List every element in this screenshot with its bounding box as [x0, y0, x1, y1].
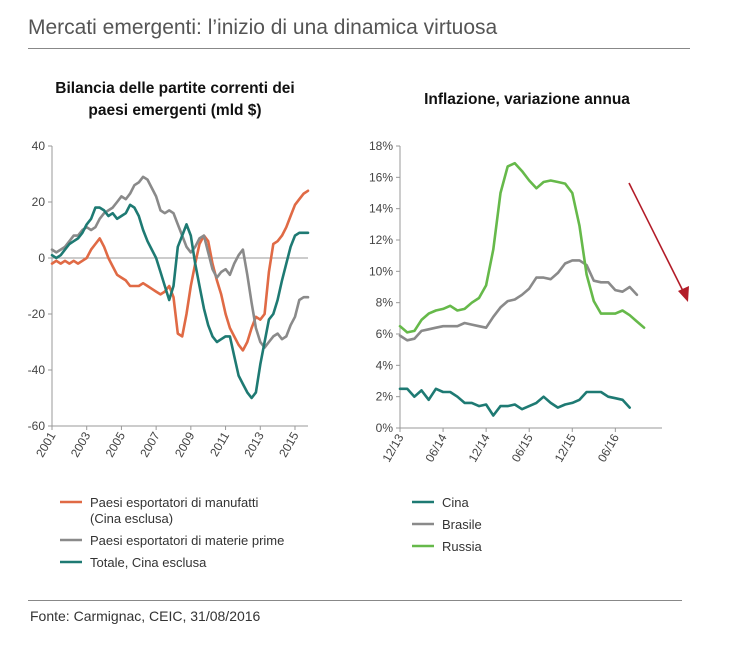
header-rule [28, 48, 690, 49]
chart1-series-3-line [50, 203, 310, 400]
chart2-xtick-label: 06/16 [595, 431, 622, 464]
chart1-legend-label-line2: (Cina esclusa) [90, 511, 173, 526]
chart1-xtick-label: 2013 [241, 429, 267, 459]
chart2-ytick-label: 18% [369, 139, 393, 153]
chart1-title-line1: Bilancia delle partite correnti dei [55, 80, 294, 97]
chart1-series-1-line [50, 189, 310, 352]
chart2-xtick-label: 12/14 [466, 431, 493, 464]
chart2-ytick-label: 6% [376, 327, 394, 341]
chart2-ytick-label: 4% [376, 358, 394, 372]
chart2-legend-label: Russia [442, 539, 483, 554]
chart2-series-3-line [398, 161, 646, 334]
chart2-trend-arrow-head [678, 286, 689, 302]
chart1-xtick-label: 2011 [207, 429, 232, 459]
chart1-legend-label: Paesi esportatori di manufatti [90, 495, 258, 510]
chart1-xtick-label: 2003 [68, 429, 94, 459]
chart2-series-2-line [398, 259, 639, 342]
chart1-ytick-label: -40 [28, 363, 46, 377]
chart1-title-line2: paesi emergenti (mld $) [88, 102, 261, 119]
chart1-ytick-label: -20 [28, 307, 46, 321]
chart1-ytick-label: 20 [32, 195, 46, 209]
chart1-legend-label: Totale, Cina esclusa [90, 555, 207, 570]
chart1-xtick-label: 2005 [103, 429, 129, 459]
chart2-ytick-label: 16% [369, 170, 393, 184]
chart2-ytick-label: 8% [376, 296, 394, 310]
chart1-ytick-label: 40 [32, 139, 46, 153]
chart1-series-2-line [50, 175, 310, 349]
chart2-xtick-label: 06/14 [423, 431, 450, 464]
chart2-legend-label: Brasile [442, 517, 482, 532]
chart2-legend-label: Cina [442, 495, 470, 510]
chart1-ytick-label: 0 [38, 251, 45, 265]
chart2-ytick-label: 12% [369, 233, 393, 247]
chart2-xtick-label: 12/15 [552, 431, 579, 464]
chart1-xtick-label: 2001 [33, 429, 59, 459]
chart1-xtick-label: 2015 [276, 429, 302, 459]
chart2-xtick-label: 12/13 [379, 431, 406, 464]
footer-rule [28, 600, 682, 601]
chart1-xtick-label: 2009 [172, 429, 198, 459]
chart2-ytick-label: 10% [369, 264, 393, 278]
chart1-legend-label: Paesi esportatori di materie prime [90, 533, 284, 548]
chart2-xtick-label: 06/15 [509, 431, 536, 464]
chart1-ytick-label: -60 [28, 419, 46, 433]
chart1-xtick-label: 2007 [137, 429, 163, 459]
page-title: Mercati emergenti: l’inizio di una dinam… [28, 16, 498, 39]
chart2-ytick-label: 2% [376, 390, 394, 404]
chart2-trend-arrow-line [628, 182, 685, 294]
chart2-ytick-label: 0% [376, 421, 394, 435]
chart2-series-1-line [398, 387, 632, 417]
chart2-ytick-label: 14% [369, 202, 393, 216]
source-note: Fonte: Carmignac, CEIC, 31/08/2016 [30, 608, 261, 624]
